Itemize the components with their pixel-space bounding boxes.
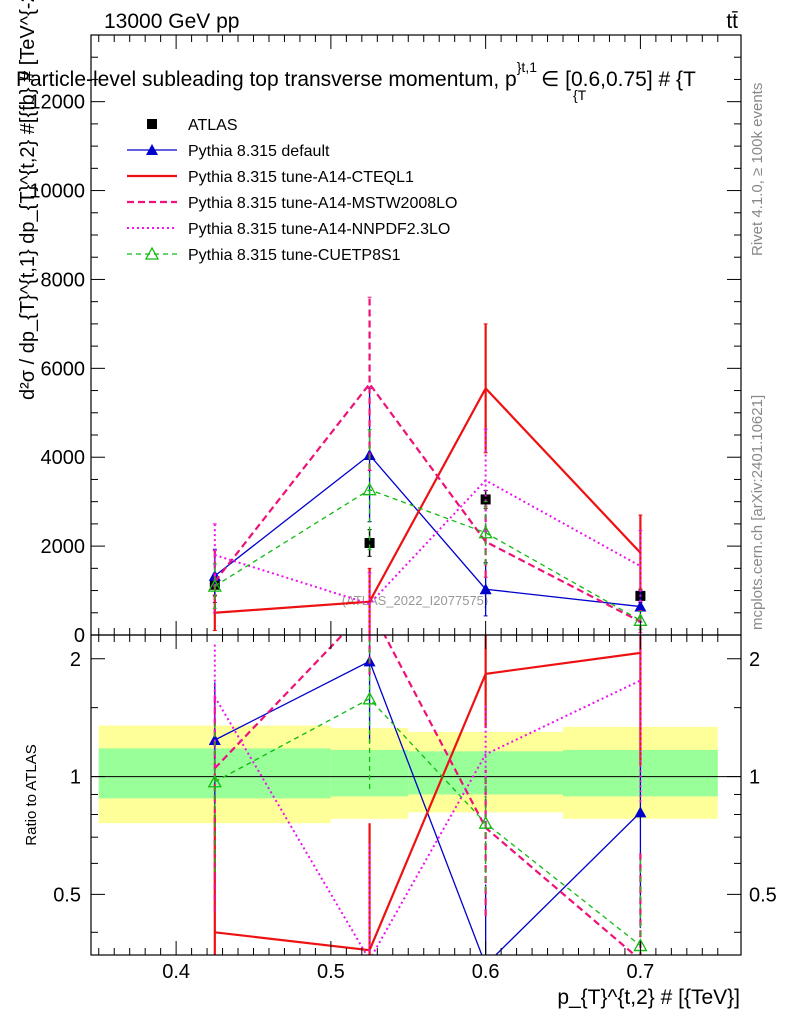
main-ytick-label: 4000 — [41, 447, 86, 469]
legend-item-cuetp: Pythia 8.315 tune-CUETP8S1 — [127, 246, 401, 264]
main-ytick-label: 8000 — [41, 269, 86, 291]
legend-item-cteql1: Pythia 8.315 tune-A14-CTEQL1 — [127, 169, 414, 186]
legend-label-cuetp: Pythia 8.315 tune-CUETP8S1 — [188, 247, 401, 264]
rivet-label: Rivet 4.1.0, ≥ 100k events — [749, 83, 766, 256]
ratio-frame — [90, 634, 742, 956]
main-line-cuetp — [214, 488, 641, 621]
main-series-cuetp — [207, 429, 648, 630]
main-point-cuetp — [362, 482, 377, 496]
main-line-default — [214, 454, 641, 608]
main-point-cuetp — [478, 525, 493, 539]
ratio-ytick-label: 1 — [70, 767, 81, 789]
ratio-line-mstw — [214, 635, 637, 955]
ratio-ytick-label-right: 0.5 — [749, 884, 777, 906]
legend-marker-cuetp — [144, 246, 160, 260]
main-point-cuetp — [207, 578, 222, 592]
ratio-xtick-label: 0.5 — [317, 961, 345, 983]
plot-title-tail: ∈ [0.6,0.75] # {T — [541, 68, 696, 91]
ratio-panel: 0.5 0.5 1 1 2 2 0.4 0.5 0.6 0.7 — [53, 634, 777, 983]
ratio-line-cuetp — [214, 698, 641, 947]
ratio-ylabel: Ratio to ATLAS — [23, 744, 40, 845]
ratio-xlabel: p_{T}^{t,2} # [{TeV}] — [557, 986, 740, 1009]
main-ytick-label: 12000 — [29, 92, 85, 114]
ratio-band-inner — [330, 749, 409, 797]
legend-item-mstw: Pythia 8.315 tune-A14-MSTW2008LO — [127, 195, 457, 212]
ratio-ytick-label: 0.5 — [53, 884, 81, 906]
legend-item-atlas: ATLAS — [147, 117, 238, 134]
ratio-xtick-label: 0.7 — [626, 961, 654, 983]
energy-label: 13000 GeV pp — [104, 10, 239, 33]
main-line-mstw — [213, 382, 641, 623]
legend: ATLAS Pythia 8.315 default Pythia 8.315 tu… — [127, 117, 457, 264]
legend-label-nnpdf: Pythia 8.315 tune-A14-NNPDF2.3LO — [188, 221, 450, 238]
legend-marker-atlas — [147, 119, 157, 129]
main-ytick-label: 6000 — [41, 358, 86, 380]
main-point-default — [479, 583, 492, 595]
plot-title-sub: {T — [573, 87, 587, 103]
main-point-default — [634, 600, 647, 612]
main-line-nnpdf — [214, 479, 641, 606]
ratio-series-cuetp — [207, 640, 648, 955]
ratio-ytick-label: 2 — [70, 649, 81, 671]
main-ytick-label: 0 — [74, 625, 85, 647]
plot-title: Particle-level subleading top transverse… — [16, 59, 696, 91]
ratio-line-cteql1 — [214, 651, 641, 952]
main-panel: 0 2000 4000 6000 8000 10000 12000 — [29, 34, 742, 647]
ratio-ytick-label-right: 2 — [749, 649, 760, 671]
ratio-point-cuetp — [478, 815, 493, 829]
legend-item-default: Pythia 8.315 default — [127, 143, 330, 160]
main-line-cteql1 — [214, 386, 642, 614]
plot-title-sup: }t,1 — [517, 59, 537, 75]
legend-label-atlas: ATLAS — [188, 117, 238, 134]
ratio-point-cuetp — [207, 774, 222, 788]
main-ytick-label: 10000 — [29, 181, 85, 203]
legend-marker-default — [146, 144, 158, 155]
main-series-nnpdf — [212, 428, 643, 635]
ratio-xtick-label: 0.4 — [162, 961, 190, 983]
plot-title-main: Particle-level subleading top transverse… — [16, 68, 517, 91]
main-ylabel: d²σ / dp_{T}^{t,1} dp_{T}^{t,2} #[{fb} #… — [17, 0, 39, 400]
legend-label-mstw: Pythia 8.315 tune-A14-MSTW2008LO — [188, 195, 457, 212]
legend-item-nnpdf: Pythia 8.315 tune-A14-NNPDF2.3LO — [127, 221, 450, 238]
legend-label-default: Pythia 8.315 default — [188, 143, 330, 160]
ratio-plot-area — [91, 635, 741, 955]
mcplots-label: mcplots.cern.ch [arXiv:2401.10621] — [749, 395, 766, 630]
ratio-point-default — [208, 734, 221, 746]
main-plot-area — [207, 296, 648, 635]
ratio-point-default — [634, 806, 647, 818]
main-ytick-label: 2000 — [41, 536, 86, 558]
ratio-ytick-label-right: 1 — [749, 767, 760, 789]
watermark: (ATLAS_2022_I2077575) — [342, 593, 488, 608]
ratio-xtick-label: 0.6 — [472, 961, 500, 983]
ratio-point-cuetp — [362, 691, 377, 705]
main-series-mstw — [212, 296, 643, 634]
process-label: tt̄ — [726, 10, 738, 33]
legend-label-cteql1: Pythia 8.315 tune-A14-CTEQL1 — [188, 169, 414, 186]
main-point-atlas — [364, 538, 375, 548]
ratio-series-mstw — [213, 635, 642, 955]
